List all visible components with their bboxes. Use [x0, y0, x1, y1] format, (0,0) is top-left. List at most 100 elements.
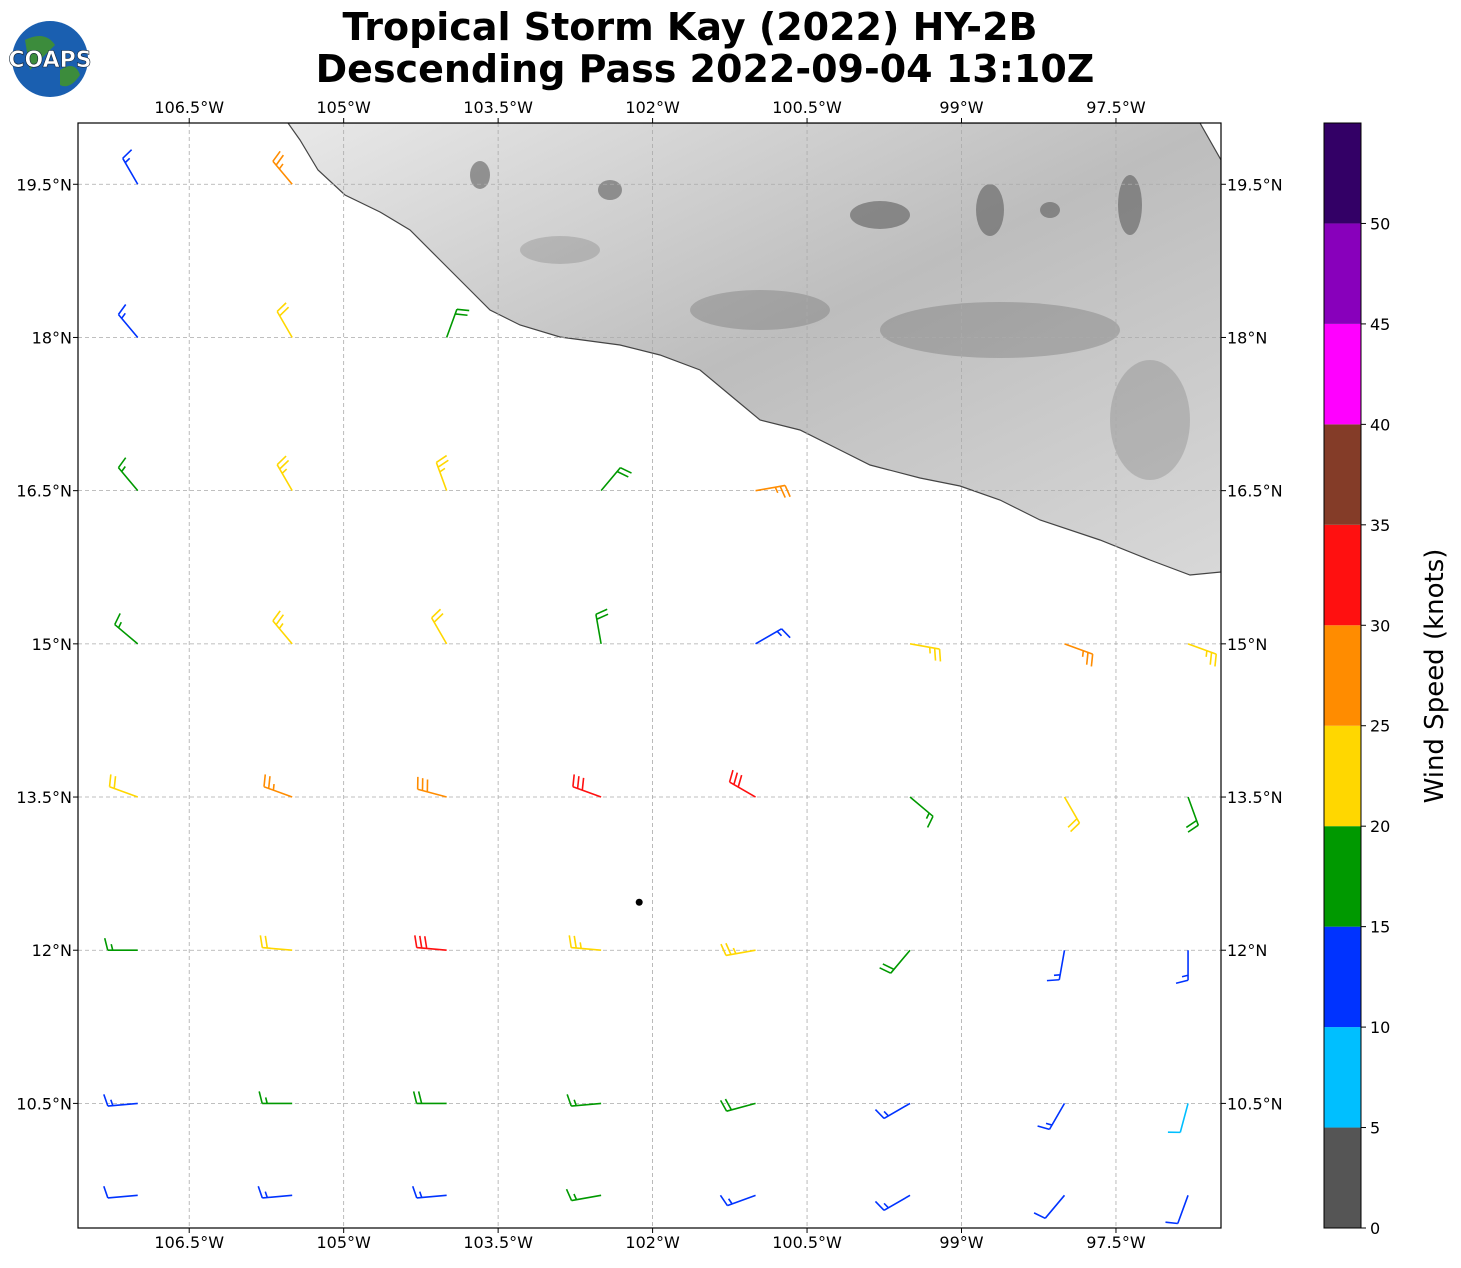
wind-barb [719, 1098, 756, 1112]
wind-barb [276, 455, 293, 492]
colorbar-tick-label: 25 [1370, 717, 1390, 736]
wind-barb [257, 1185, 293, 1199]
logo-land [25, 36, 80, 87]
y-tick-label: 13.5°N [1227, 788, 1283, 807]
wind-barb [1185, 796, 1200, 833]
wind-barb [1064, 643, 1094, 667]
y-tick-label: 18°N [1227, 328, 1267, 347]
wind-barb [874, 1194, 911, 1212]
map-area [287, 123, 1221, 576]
wind-barb [263, 774, 293, 798]
wind-barb [103, 1094, 138, 1107]
colorbar-segment [1324, 424, 1361, 525]
wind-barb [411, 1185, 447, 1199]
wind-barb [600, 466, 632, 492]
wind-barb [1037, 1103, 1066, 1131]
wind-barb [412, 1091, 447, 1105]
wind-barb [445, 308, 470, 338]
colorbar-segment [1324, 323, 1361, 425]
wind-barb [272, 150, 293, 185]
wind-barb [568, 935, 602, 952]
y-tick-label: 15°N [1227, 635, 1267, 654]
x-tick-label: 105°W [316, 98, 371, 117]
x-tick-label: 100.5°W [772, 1233, 842, 1252]
y-tick-label: 10.5°N [1227, 1094, 1283, 1113]
wind-barb [435, 454, 449, 491]
wind-barb [595, 608, 609, 644]
y-tick-label: 19.5°N [16, 175, 72, 194]
wind-barb [117, 304, 139, 338]
wind-barb [755, 484, 791, 498]
colorbar-segment [1324, 1027, 1361, 1128]
x-tick-label: 106.5°W [154, 1233, 224, 1252]
wind-barb [416, 776, 447, 798]
wind-barb [909, 796, 934, 828]
wind-barb [720, 942, 756, 957]
x-tick-label: 102°W [625, 1233, 680, 1252]
barbs [103, 149, 1218, 1225]
wind-barb [755, 628, 791, 645]
wind-barb [1046, 950, 1066, 982]
x-tick-label: 102°W [625, 98, 680, 117]
wind-barb [103, 1185, 138, 1199]
wind-barb [572, 774, 602, 798]
wind-barb [258, 1091, 293, 1105]
wind-barb [719, 1194, 756, 1207]
terrain [470, 161, 1190, 480]
logo-text: COAPS [8, 48, 91, 73]
wind-barb [272, 610, 293, 645]
colorbar-segment [1324, 826, 1361, 927]
wind-barb [879, 949, 911, 974]
y-tick-label: 19.5°N [1227, 175, 1283, 194]
wind-barb [108, 774, 138, 798]
colorbar-segment [1324, 524, 1361, 626]
y-tick-label: 18°N [32, 328, 72, 347]
wind-barb [430, 608, 448, 645]
wind-barb [414, 935, 447, 952]
x-tick-label: 105°W [316, 1233, 371, 1252]
wind-barb [874, 1102, 911, 1120]
wind-barb [909, 643, 942, 662]
colorbar-label: Wind Speed (knots) [1420, 549, 1450, 804]
wind-barb [1165, 1195, 1189, 1225]
wind-barb [566, 1094, 602, 1107]
wind-barb [1063, 796, 1081, 833]
colorbar-tick-label: 35 [1370, 516, 1390, 535]
wind-barb [565, 1188, 602, 1202]
x-tick-label: 99°W [939, 1233, 983, 1252]
colorbar-segment [1324, 926, 1361, 1028]
colorbar-tick-label: 40 [1370, 415, 1390, 434]
colorbar-segment [1324, 123, 1361, 224]
wind-barb [259, 935, 293, 952]
wind-barb [114, 613, 139, 645]
colorbar-frame [1323, 122, 1362, 1229]
colorbar-tick-label: 5 [1370, 1119, 1380, 1138]
y-tick-label: 10.5°N [16, 1094, 72, 1113]
colorbar-tick-label: 45 [1370, 315, 1390, 334]
chart-title: Tropical Storm Kay (2022) HY-2B [342, 5, 1037, 49]
x-tick-label: 103.5°W [463, 1233, 533, 1252]
colorbar-segment [1324, 223, 1361, 324]
y-tick-label: 12°N [1227, 941, 1267, 960]
colorbar-tick-label: 0 [1370, 1219, 1380, 1238]
colorbar-tick-label: 30 [1370, 616, 1390, 635]
x-tick-label: 99°W [939, 98, 983, 117]
wind-barb [122, 149, 139, 185]
wind-barb [1033, 1194, 1066, 1220]
x-tick-label: 100.5°W [772, 98, 842, 117]
colorbar-segment [1324, 625, 1361, 726]
storm-center [635, 898, 643, 906]
wind-barb [276, 302, 293, 338]
x-tick-label: 103.5°W [463, 98, 533, 117]
wind-barb [103, 938, 138, 952]
y-tick-label: 15°N [32, 635, 72, 654]
wind-barb [1187, 643, 1218, 667]
land [287, 123, 1221, 576]
wind-barb [728, 769, 756, 798]
colorbar-segment [1324, 1127, 1361, 1228]
wind-barb [1175, 950, 1189, 984]
y-tick-label: 12°N [32, 941, 72, 960]
x-tick-label: 106.5°W [154, 98, 224, 117]
colorbar-tick-label: 20 [1370, 817, 1390, 836]
